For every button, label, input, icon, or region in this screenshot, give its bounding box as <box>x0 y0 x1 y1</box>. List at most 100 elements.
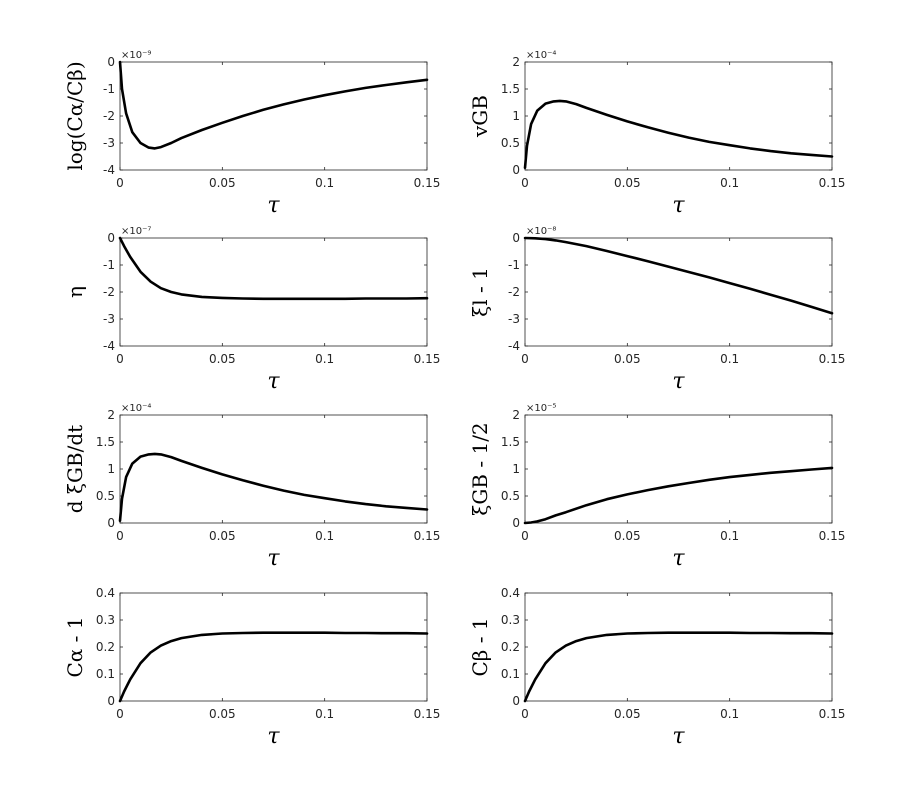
y-tick-label: 1 <box>512 462 520 476</box>
data-line <box>523 466 834 525</box>
y-tick-label: 0.5 <box>96 489 115 503</box>
y-tick-label: -1 <box>103 82 115 96</box>
x-tick-label: 0.05 <box>614 176 641 190</box>
x-tick-label: 0.05 <box>614 707 641 721</box>
y-tick-label: 0.5 <box>501 489 520 503</box>
y-tick-label: 0.1 <box>96 667 115 681</box>
data-line <box>118 452 429 523</box>
y-tick-label: -1 <box>103 258 115 272</box>
subplot-6: 0 0.05 0.1 0.15 0 0.5 1 1.5 2 ×10⁻⁵ τ ξGB - 1/2 <box>468 403 845 571</box>
y-exponent-label: ×10⁻⁷ <box>121 226 151 237</box>
y-exponent-label: ×10⁻⁵ <box>526 403 556 414</box>
plot-area <box>119 61 428 171</box>
x-tick-label: 0.1 <box>720 176 739 190</box>
data-line <box>118 631 429 703</box>
y-tick-label: -3 <box>508 312 520 326</box>
y-tick-label: 2 <box>107 408 115 422</box>
y-tick-label: 0.5 <box>501 136 520 150</box>
x-tick-label: 0.1 <box>315 529 334 543</box>
x-tick-label: 0.05 <box>209 176 236 190</box>
y-axis-label: Cα - 1 <box>63 616 87 677</box>
data-line <box>118 236 429 301</box>
subplot-5: 0 0.05 0.1 0.15 0 0.5 1 1.5 2 ×10⁻⁴ τ d ξGB/dt <box>63 403 440 571</box>
x-tick-label: 0.15 <box>819 707 846 721</box>
x-tick-label: 0.1 <box>720 352 739 366</box>
y-tick-label: -4 <box>508 339 520 353</box>
subplot-4: 0 0.05 0.1 0.15 0 -1 -2 -3 -4 ×10⁻⁸ τ ξl - 1 <box>468 226 845 394</box>
x-tick-label: 0 <box>521 176 529 190</box>
x-tick-label: 0.15 <box>414 176 441 190</box>
subplot-8: 0 0.05 0.1 0.15 0 0.1 0.2 0.3 0.4 τ Cβ - 1 <box>468 586 845 749</box>
data-line <box>523 236 834 315</box>
x-tick-label: 0.1 <box>315 352 334 366</box>
x-tick-label: 0 <box>116 176 124 190</box>
y-axis-label: d ξGB/dt <box>63 425 87 513</box>
y-axis-label: ξGB - 1/2 <box>468 422 492 515</box>
y-tick-label: -2 <box>103 109 115 123</box>
subplot-3: 0 0.05 0.1 0.15 0 -1 -2 -3 -4 ×10⁻⁷ τ η <box>63 226 440 394</box>
y-tick-label: -3 <box>103 312 115 326</box>
x-axis-label: τ <box>267 193 280 218</box>
y-axis-label: vGB <box>468 95 492 138</box>
x-tick-label: 0 <box>521 529 529 543</box>
y-tick-label: 1.5 <box>501 435 520 449</box>
x-tick-label: 0.15 <box>819 529 846 543</box>
x-tick-label: 0 <box>116 707 124 721</box>
y-tick-label: 0 <box>512 163 520 177</box>
x-axis-label: τ <box>672 546 685 571</box>
y-tick-label: 2 <box>512 408 520 422</box>
y-tick-label: 0 <box>107 231 115 245</box>
plot-area <box>119 592 428 702</box>
x-tick-label: 0.1 <box>720 529 739 543</box>
plot-area <box>119 237 428 347</box>
y-tick-label: -4 <box>103 163 115 177</box>
x-axis-label: τ <box>672 193 685 218</box>
x-tick-label: 0.1 <box>720 707 739 721</box>
y-tick-label: 1.5 <box>501 82 520 96</box>
y-tick-label: 0.4 <box>96 586 115 600</box>
x-tick-label: 0 <box>116 529 124 543</box>
y-axis-label: η <box>63 286 87 298</box>
y-exponent-label: ×10⁻⁸ <box>526 226 556 237</box>
x-tick-label: 0.05 <box>614 352 641 366</box>
y-exponent-label: ×10⁻⁴ <box>526 50 556 61</box>
data-line <box>118 60 429 150</box>
x-tick-label: 0.15 <box>414 352 441 366</box>
y-tick-label: 0 <box>107 516 115 530</box>
x-axis-label: τ <box>672 724 685 749</box>
y-tick-label: 0 <box>512 231 520 245</box>
y-exponent-label: ×10⁻⁴ <box>121 403 151 414</box>
plot-area <box>524 414 833 524</box>
x-tick-label: 0.05 <box>209 707 236 721</box>
y-tick-label: 0.2 <box>501 640 520 654</box>
x-axis-label: τ <box>672 369 685 394</box>
y-exponent-label: ×10⁻⁹ <box>121 50 151 61</box>
y-tick-label: 0 <box>512 694 520 708</box>
y-tick-label: 0 <box>107 55 115 69</box>
x-axis-label: τ <box>267 546 280 571</box>
y-tick-label: 1 <box>107 462 115 476</box>
x-tick-label: 0 <box>521 352 529 366</box>
y-tick-label: -3 <box>103 136 115 150</box>
data-line <box>523 99 834 170</box>
subplot-2: 0 0.05 0.1 0.15 0 0.5 1 1.5 2 ×10⁻⁴ τ vGB <box>468 50 845 218</box>
y-tick-label: -2 <box>103 285 115 299</box>
x-tick-label: 0.15 <box>819 176 846 190</box>
subplot-1: 0 0.05 0.1 0.15 0 -1 -2 -3 -4 ×10⁻⁹ τ log(Cα/Cβ) <box>63 50 440 218</box>
x-tick-label: 0.15 <box>819 352 846 366</box>
x-axis-label: τ <box>267 369 280 394</box>
y-tick-label: 0.4 <box>501 586 520 600</box>
y-tick-label: -1 <box>508 258 520 272</box>
x-tick-label: 0.15 <box>414 529 441 543</box>
x-axis-label: τ <box>267 724 280 749</box>
y-tick-label: 0.3 <box>501 613 520 627</box>
y-tick-label: 1 <box>512 109 520 123</box>
y-tick-label: -2 <box>508 285 520 299</box>
subplot-7: 0 0.05 0.1 0.15 0 0.1 0.2 0.3 0.4 τ Cα - 1 <box>63 586 440 749</box>
y-axis-label: Cβ - 1 <box>468 617 492 676</box>
data-line <box>523 631 834 703</box>
y-axis-label: ξl - 1 <box>468 267 492 317</box>
x-tick-label: 0 <box>116 352 124 366</box>
